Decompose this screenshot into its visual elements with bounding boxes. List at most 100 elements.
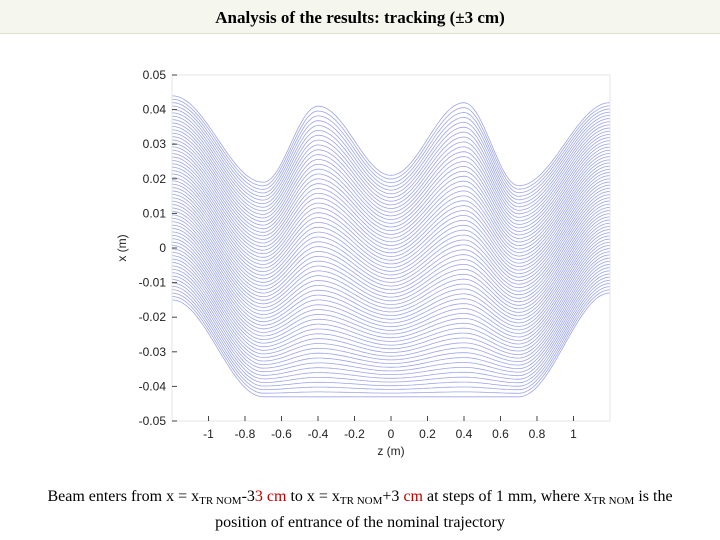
trajectory-line xyxy=(172,213,610,310)
trajectory-line xyxy=(172,283,610,387)
trajectory-line xyxy=(172,276,610,380)
trajectory-line xyxy=(172,177,610,271)
x-tick-label: -0.2 xyxy=(344,427,365,441)
trajectory-line xyxy=(172,257,610,359)
y-tick-label: -0.04 xyxy=(139,379,167,393)
trajectory-line xyxy=(172,105,610,197)
caption-line-2: position of entrance of the nominal traj… xyxy=(215,514,505,531)
trajectory-line xyxy=(172,206,610,303)
trajectory-line xyxy=(172,235,610,334)
y-axis-label: x (m) xyxy=(115,234,129,261)
x-tick-label: 1 xyxy=(570,427,577,441)
trajectory-line xyxy=(172,190,610,285)
trajectory-line xyxy=(172,98,610,190)
trajectory-line xyxy=(172,251,610,352)
trajectory-line xyxy=(172,139,610,232)
trajectory-line xyxy=(172,216,610,313)
trajectory-line xyxy=(172,264,610,366)
trajectory-line xyxy=(172,129,610,222)
trajectory-line xyxy=(172,222,610,320)
trajectory-line xyxy=(172,248,610,348)
trajectory-line xyxy=(172,153,610,246)
trajectory-line xyxy=(172,109,610,201)
trajectory-plot: -1 -0.8 -0.6 -0.4 -0.2 0 0.2 0.4 0.6 0.8 1 0.05 0.04… xyxy=(115,68,611,458)
trajectory-line xyxy=(172,132,610,225)
trajectory-line xyxy=(172,122,610,215)
trajectory-line xyxy=(172,241,610,341)
trajectory-line xyxy=(172,173,610,268)
trajectory-line xyxy=(172,197,610,292)
caption-sub-1: TR NOM xyxy=(199,495,242,507)
caption-red-1: 3 cm xyxy=(254,488,287,505)
y-tick-label: 0.04 xyxy=(143,103,167,117)
trajectory-line xyxy=(172,289,610,394)
x-tick-label: 0.8 xyxy=(529,427,546,441)
trajectory-line xyxy=(172,245,610,345)
trajectory-line xyxy=(172,279,610,384)
y-tick-label: 0.01 xyxy=(143,206,167,220)
caption-text-4: +3 xyxy=(382,488,404,505)
trajectory-line xyxy=(172,146,610,239)
trajectory-line xyxy=(172,232,610,331)
trajectory-line xyxy=(172,163,610,257)
x-tick-label: -0.8 xyxy=(235,427,256,441)
x-tick-label: 0 xyxy=(388,427,395,441)
caption-text-2: -3 xyxy=(241,488,255,505)
trajectory-line xyxy=(172,119,610,211)
trajectory-line xyxy=(172,273,610,377)
x-tick-label: 0.2 xyxy=(419,427,436,441)
trajectory-line xyxy=(172,238,610,338)
trajectory-line xyxy=(172,180,610,275)
x-tick-label: -0.4 xyxy=(308,427,329,441)
trajectory-line xyxy=(172,126,610,218)
trajectory-line xyxy=(172,143,610,236)
trajectory-lines xyxy=(172,95,610,398)
y-tick-label: -0.01 xyxy=(139,276,167,290)
axis-ticks: -1 -0.8 -0.6 -0.4 -0.2 0 0.2 0.4 0.6 0.8 1 0.05 0.04… xyxy=(139,68,578,441)
trajectory-line xyxy=(172,270,610,373)
trajectory-line xyxy=(172,112,610,204)
y-tick-label: 0.03 xyxy=(143,137,167,151)
trajectory-line xyxy=(172,254,610,355)
trajectory-line xyxy=(172,210,610,306)
trajectory-line xyxy=(172,102,610,194)
caption-sub-2: TR NOM xyxy=(339,495,383,507)
x-tick-label: -1 xyxy=(203,427,214,441)
caption: Beam enters from x = xTR NOM-33 cm to x … xyxy=(0,486,720,534)
trajectory-line xyxy=(172,170,610,264)
y-tick-label: -0.05 xyxy=(139,414,167,428)
trajectory-line xyxy=(172,95,610,187)
x-tick-label: 0.4 xyxy=(456,427,473,441)
y-tick-label: 0.05 xyxy=(143,68,167,82)
trajectory-line xyxy=(172,260,610,362)
trajectory-line xyxy=(172,194,610,289)
trajectory-line xyxy=(172,160,610,253)
y-tick-label: -0.02 xyxy=(139,310,167,324)
caption-text-1: Beam enters from x = x xyxy=(47,488,200,505)
trajectory-line xyxy=(172,203,610,299)
x-tick-label: 0.6 xyxy=(492,427,509,441)
y-tick-label: 0 xyxy=(159,241,166,255)
y-tick-label: 0.02 xyxy=(143,172,167,186)
trajectory-line xyxy=(172,267,610,369)
trajectory-line xyxy=(172,292,610,398)
trajectory-line xyxy=(172,286,610,391)
trajectory-line xyxy=(172,149,610,243)
trajectory-line xyxy=(172,183,610,278)
caption-red-2: cm xyxy=(403,488,423,505)
title-bar: Analysis of the results: tracking (±3 cm… xyxy=(0,0,720,34)
trajectory-line xyxy=(172,166,610,261)
caption-text-3: to x = x xyxy=(286,488,340,505)
x-axis-label: z (m) xyxy=(377,444,404,458)
trajectory-line xyxy=(172,187,610,282)
trajectory-line xyxy=(172,229,610,327)
y-tick-label: -0.03 xyxy=(139,345,167,359)
slide-title: Analysis of the results: tracking (±3 cm… xyxy=(215,8,505,27)
trajectory-line xyxy=(172,115,610,208)
trajectory-line xyxy=(172,156,610,250)
trajectory-line xyxy=(172,219,610,317)
caption-text-5: at steps of 1 mm, where x xyxy=(422,488,592,505)
trajectory-line xyxy=(172,200,610,296)
trajectory-line xyxy=(172,136,610,229)
caption-sub-3: TR NOM xyxy=(591,495,635,507)
